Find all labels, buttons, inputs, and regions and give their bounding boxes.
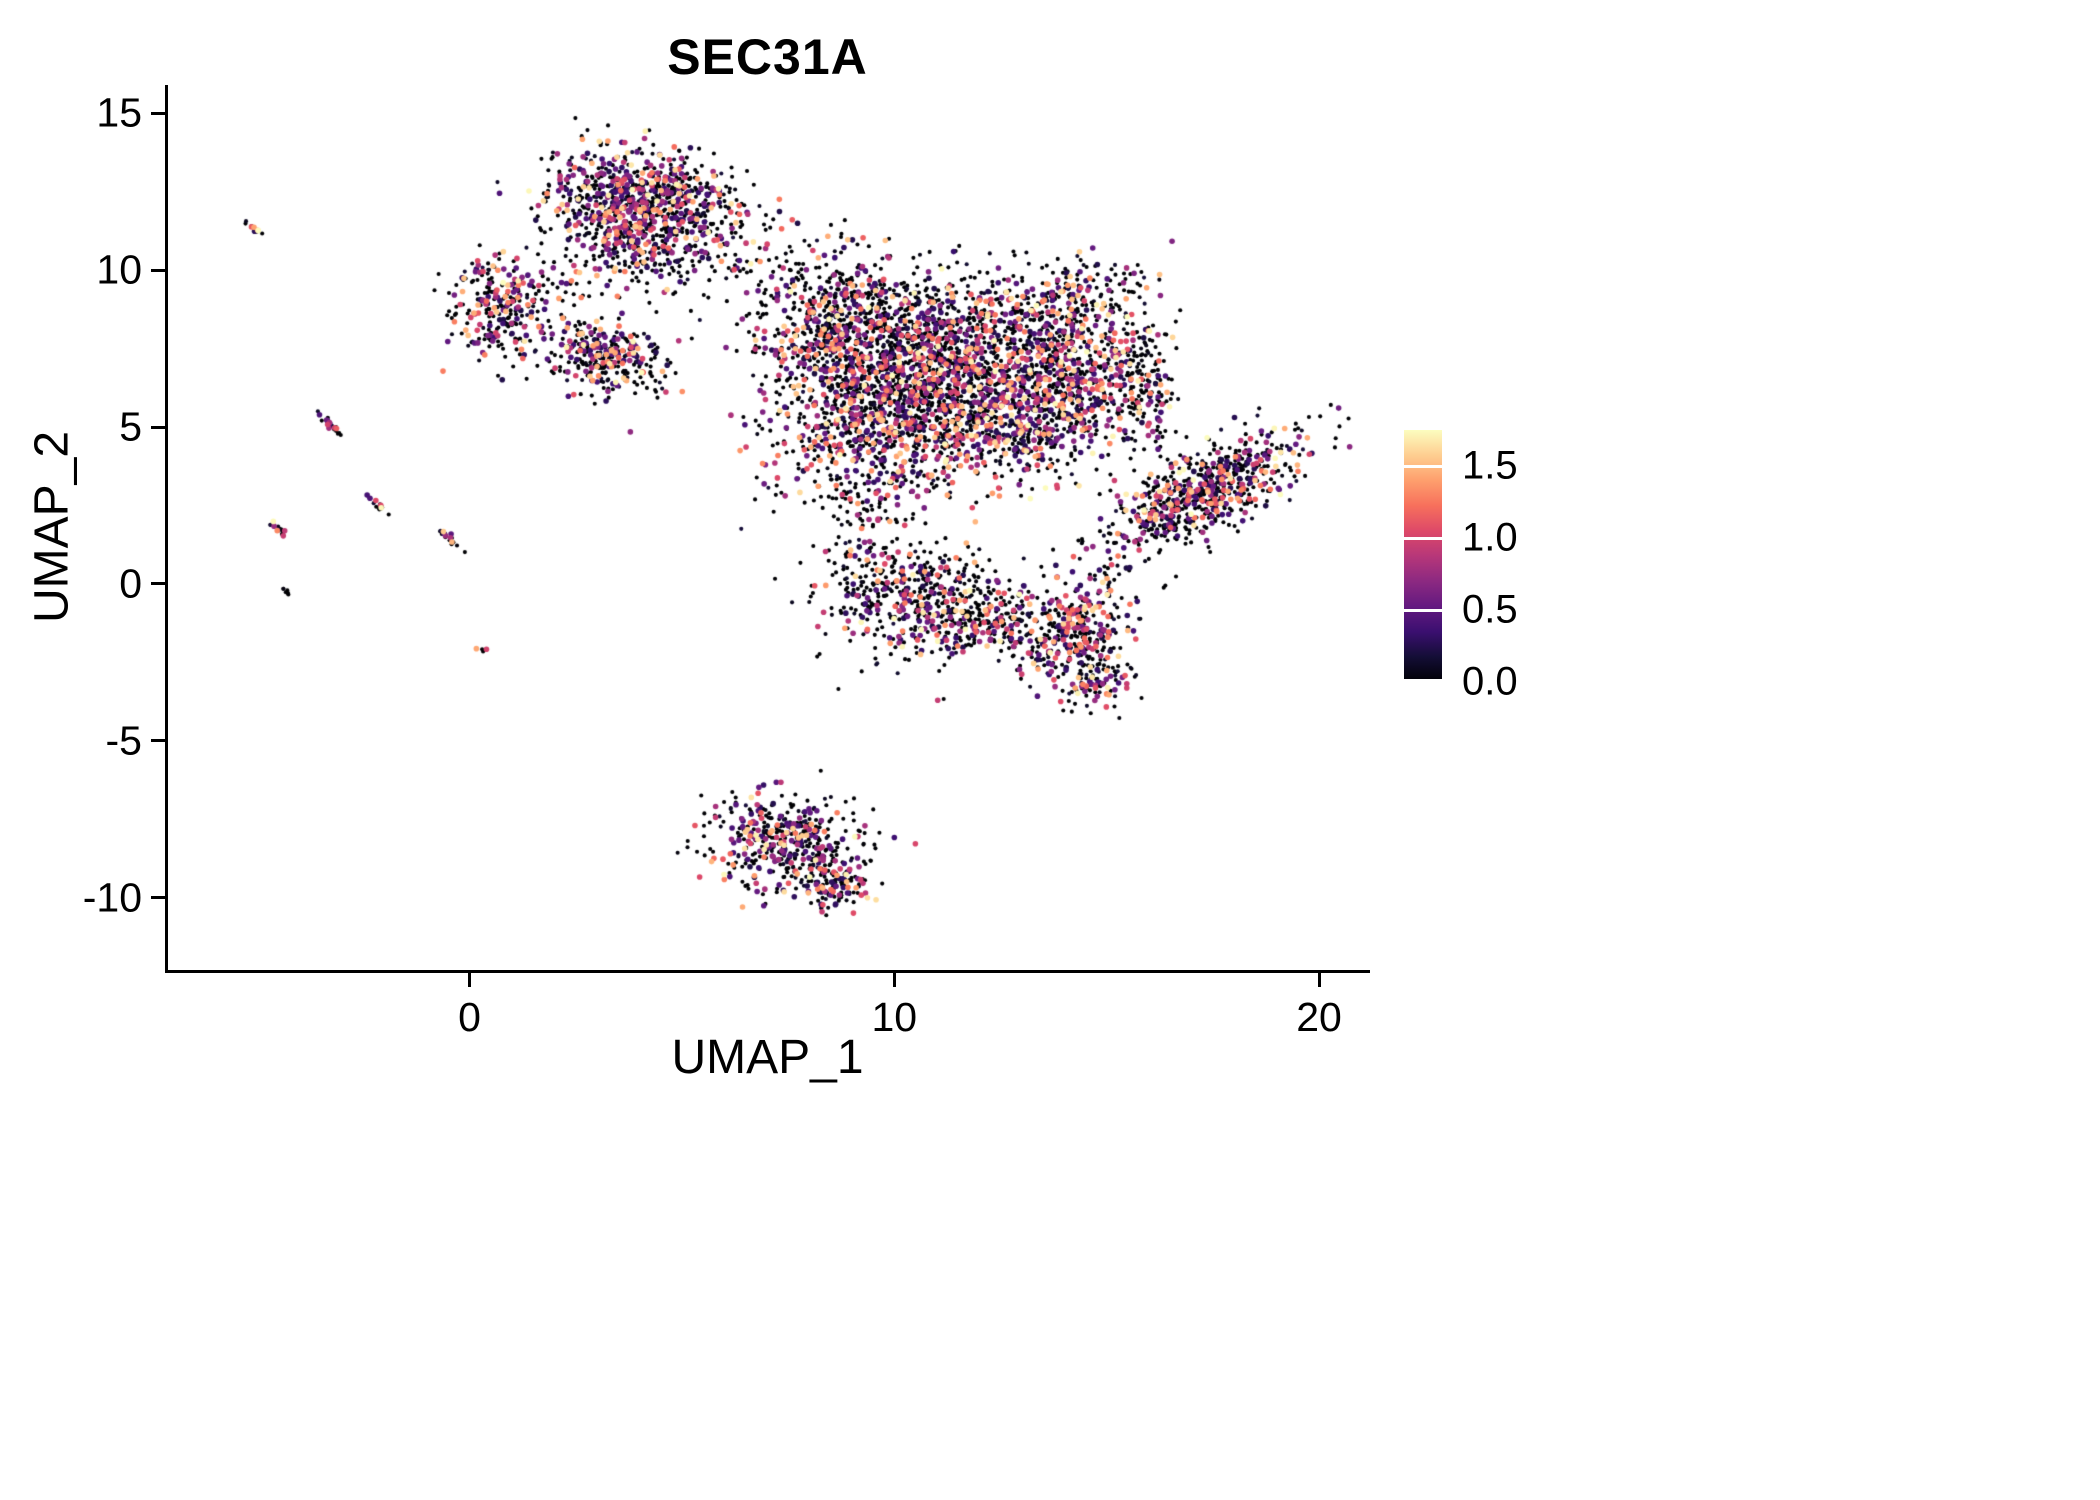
y-tick-mark [151, 896, 165, 900]
plot-title: SEC31A [667, 29, 868, 85]
y-tick-mark [151, 111, 165, 115]
x-axis-label: UMAP_1 [671, 1031, 864, 1084]
plot-panel [165, 85, 1370, 973]
y-tick-mark [151, 739, 165, 743]
y-tick-mark [151, 425, 165, 429]
x-tick-label: 0 [458, 994, 481, 1040]
y-tick-label: -10 [82, 874, 142, 921]
x-tick-label: 20 [1296, 994, 1342, 1040]
colorbar-gradient [1404, 430, 1442, 682]
y-tick-label: 0 [119, 560, 142, 607]
y-tick-mark [151, 582, 165, 586]
y-tick-label: 10 [96, 246, 142, 293]
y-tick-label: 5 [119, 403, 142, 450]
scatter-canvas [168, 85, 1370, 970]
x-tick-mark [892, 973, 896, 987]
colorbar-tick-label: 0.5 [1462, 587, 1518, 632]
colorbar-tick-label: 1.5 [1462, 443, 1518, 488]
colorbar-tick-label: 1.0 [1462, 515, 1518, 560]
y-tick-label: -5 [105, 717, 142, 764]
colorbar-tick-mark [1404, 536, 1442, 540]
x-tick-mark [468, 973, 472, 987]
legend-colorbar: 0.0 0.5 1.0 1.5 [1404, 430, 1518, 704]
colorbar-tick-mark [1404, 464, 1442, 468]
x-tick-mark [1317, 973, 1321, 987]
colorbar-tick-mark [1404, 608, 1442, 612]
y-axis-label: UMAP_2 [25, 430, 79, 624]
y-tick-mark [151, 268, 165, 272]
y-tick-label: 15 [96, 89, 142, 136]
colorbar-tick-mark [1404, 679, 1442, 682]
colorbar-tick-label: 0.0 [1462, 659, 1518, 704]
x-tick-label: 10 [871, 994, 918, 1040]
